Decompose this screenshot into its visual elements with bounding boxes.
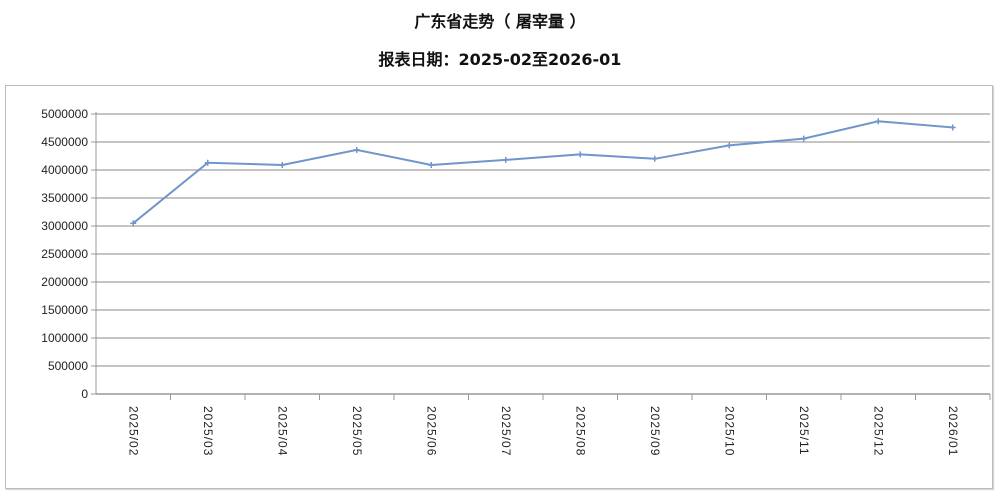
x-tick-label: 2025/02 <box>126 406 140 456</box>
x-tick-label: 2025/06 <box>424 406 438 456</box>
data-point <box>428 161 435 168</box>
x-tick-label: 2025/09 <box>648 406 662 456</box>
x-tick-label: 2025/12 <box>871 406 885 456</box>
x-tick-label: 2025/03 <box>201 406 215 456</box>
data-point <box>800 135 807 142</box>
y-tick-label: 3500000 <box>41 191 88 205</box>
y-tick-label: 500000 <box>48 359 88 373</box>
data-point <box>502 156 509 163</box>
x-tick-label: 2025/08 <box>573 406 587 456</box>
chart-subtitle: 报表日期：2025-02至2026-01 <box>378 50 622 69</box>
y-tick-label: 0 <box>81 387 88 401</box>
data-point <box>204 159 211 166</box>
x-tick-label: 2025/11 <box>797 406 811 456</box>
y-tick-label: 3000000 <box>41 219 88 233</box>
y-tick-label: 4000000 <box>41 163 88 177</box>
y-tick-label: 2500000 <box>41 247 88 261</box>
y-tick-label: 4500000 <box>41 135 88 149</box>
data-point <box>875 118 882 125</box>
data-point <box>279 161 286 168</box>
series-line <box>132 120 953 224</box>
x-tick-label: 2025/05 <box>350 406 364 456</box>
data-point <box>726 142 733 149</box>
y-tick-label: 5000000 <box>41 107 88 121</box>
chart-frame <box>5 85 993 489</box>
x-tick-label: 2025/07 <box>499 406 513 456</box>
data-point <box>130 220 137 227</box>
y-tick-label: 1500000 <box>41 303 88 317</box>
x-tick-label: 2026/01 <box>946 406 960 456</box>
x-tick-label: 2025/10 <box>722 406 736 456</box>
chart-title: 广东省走势（ 屠宰量 ） <box>414 12 586 31</box>
y-tick-label: 1000000 <box>41 331 88 345</box>
data-point <box>949 124 956 131</box>
data-point <box>577 151 584 158</box>
data-point <box>651 155 658 162</box>
x-tick-label: 2025/04 <box>275 406 289 456</box>
y-tick-label: 2000000 <box>41 275 88 289</box>
data-point <box>353 146 360 153</box>
